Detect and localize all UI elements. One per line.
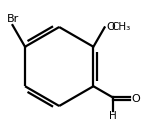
Text: H: H bbox=[109, 111, 117, 121]
Text: O: O bbox=[131, 94, 140, 104]
Text: CH₃: CH₃ bbox=[112, 22, 131, 32]
Text: Br: Br bbox=[6, 14, 19, 24]
Text: O: O bbox=[106, 22, 115, 32]
